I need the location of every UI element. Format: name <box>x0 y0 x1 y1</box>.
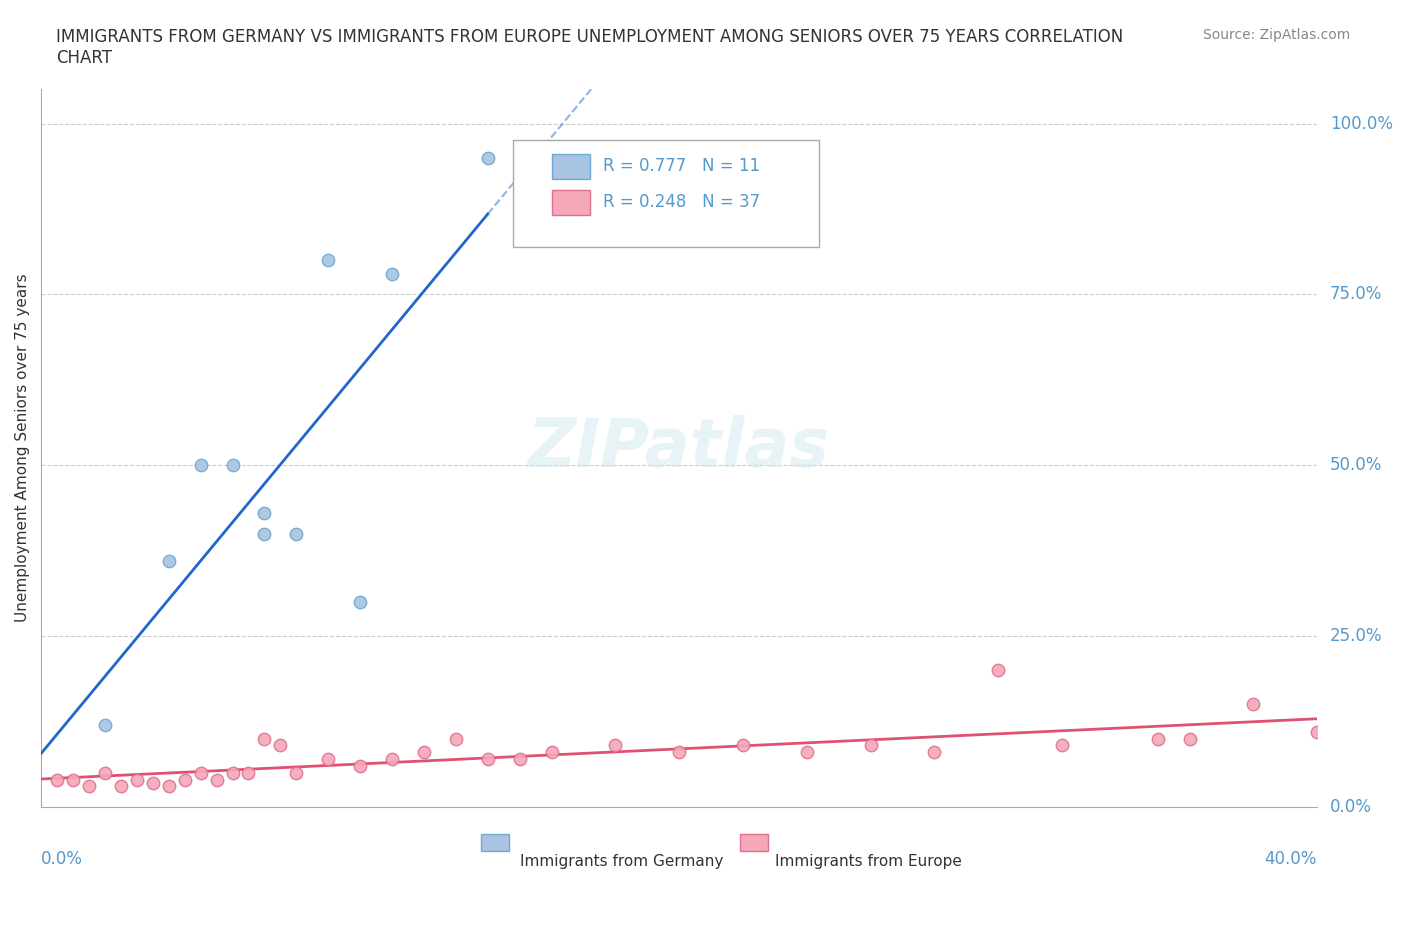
Point <box>316 253 339 268</box>
Point <box>540 745 562 760</box>
Point <box>205 772 228 787</box>
Point <box>924 745 946 760</box>
Point <box>1146 731 1168 746</box>
Text: ZIPatlas: ZIPatlas <box>529 415 830 481</box>
Point <box>221 765 243 780</box>
Text: 40.0%: 40.0% <box>1265 850 1317 868</box>
FancyBboxPatch shape <box>513 140 820 247</box>
Point <box>316 751 339 766</box>
Point <box>77 779 100 794</box>
Point <box>94 765 117 780</box>
Point <box>253 731 276 746</box>
Point <box>731 738 754 753</box>
Text: 50.0%: 50.0% <box>1330 457 1382 474</box>
Point <box>142 776 165 790</box>
Text: IMMIGRANTS FROM GERMANY VS IMMIGRANTS FROM EUROPE UNEMPLOYMENT AMONG SENIORS OVE: IMMIGRANTS FROM GERMANY VS IMMIGRANTS FR… <box>56 28 1123 67</box>
Text: 0.0%: 0.0% <box>1330 798 1372 816</box>
Point <box>190 458 212 472</box>
Text: Immigrants from Germany: Immigrants from Germany <box>520 854 723 869</box>
Point <box>668 745 690 760</box>
Point <box>412 745 434 760</box>
Point <box>253 526 276 541</box>
Point <box>110 779 132 794</box>
Text: 0.0%: 0.0% <box>41 850 83 868</box>
Point <box>285 526 308 541</box>
Point <box>125 772 148 787</box>
Point <box>1241 697 1264 711</box>
Text: R = 0.777   N = 11: R = 0.777 N = 11 <box>603 157 759 175</box>
Point <box>221 458 243 472</box>
FancyBboxPatch shape <box>481 833 509 852</box>
Point <box>173 772 195 787</box>
Point <box>381 751 404 766</box>
Point <box>46 772 69 787</box>
FancyBboxPatch shape <box>551 154 589 179</box>
Point <box>94 718 117 733</box>
Point <box>349 759 371 774</box>
Point <box>190 765 212 780</box>
Point <box>859 738 882 753</box>
Point <box>1306 724 1329 739</box>
Point <box>157 553 180 568</box>
Text: Immigrants from Europe: Immigrants from Europe <box>775 854 962 869</box>
Point <box>477 751 499 766</box>
Point <box>349 594 371 609</box>
Point <box>605 738 627 753</box>
Point <box>444 731 467 746</box>
Point <box>1050 738 1073 753</box>
Point <box>477 151 499 166</box>
Point <box>796 745 818 760</box>
Text: Source: ZipAtlas.com: Source: ZipAtlas.com <box>1202 28 1350 42</box>
Text: 75.0%: 75.0% <box>1330 286 1382 303</box>
Y-axis label: Unemployment Among Seniors over 75 years: Unemployment Among Seniors over 75 years <box>15 273 30 622</box>
FancyBboxPatch shape <box>741 833 769 852</box>
Text: 100.0%: 100.0% <box>1330 114 1393 133</box>
Point <box>157 779 180 794</box>
Point <box>269 738 291 753</box>
FancyBboxPatch shape <box>551 190 589 215</box>
Point <box>1178 731 1201 746</box>
Text: 25.0%: 25.0% <box>1330 627 1382 645</box>
Point <box>987 663 1010 678</box>
Point <box>509 751 531 766</box>
Text: R = 0.248   N = 37: R = 0.248 N = 37 <box>603 193 759 211</box>
Point <box>253 506 276 521</box>
Point <box>62 772 84 787</box>
Point <box>285 765 308 780</box>
Point <box>238 765 260 780</box>
Point <box>1369 718 1392 733</box>
Point <box>381 267 404 282</box>
